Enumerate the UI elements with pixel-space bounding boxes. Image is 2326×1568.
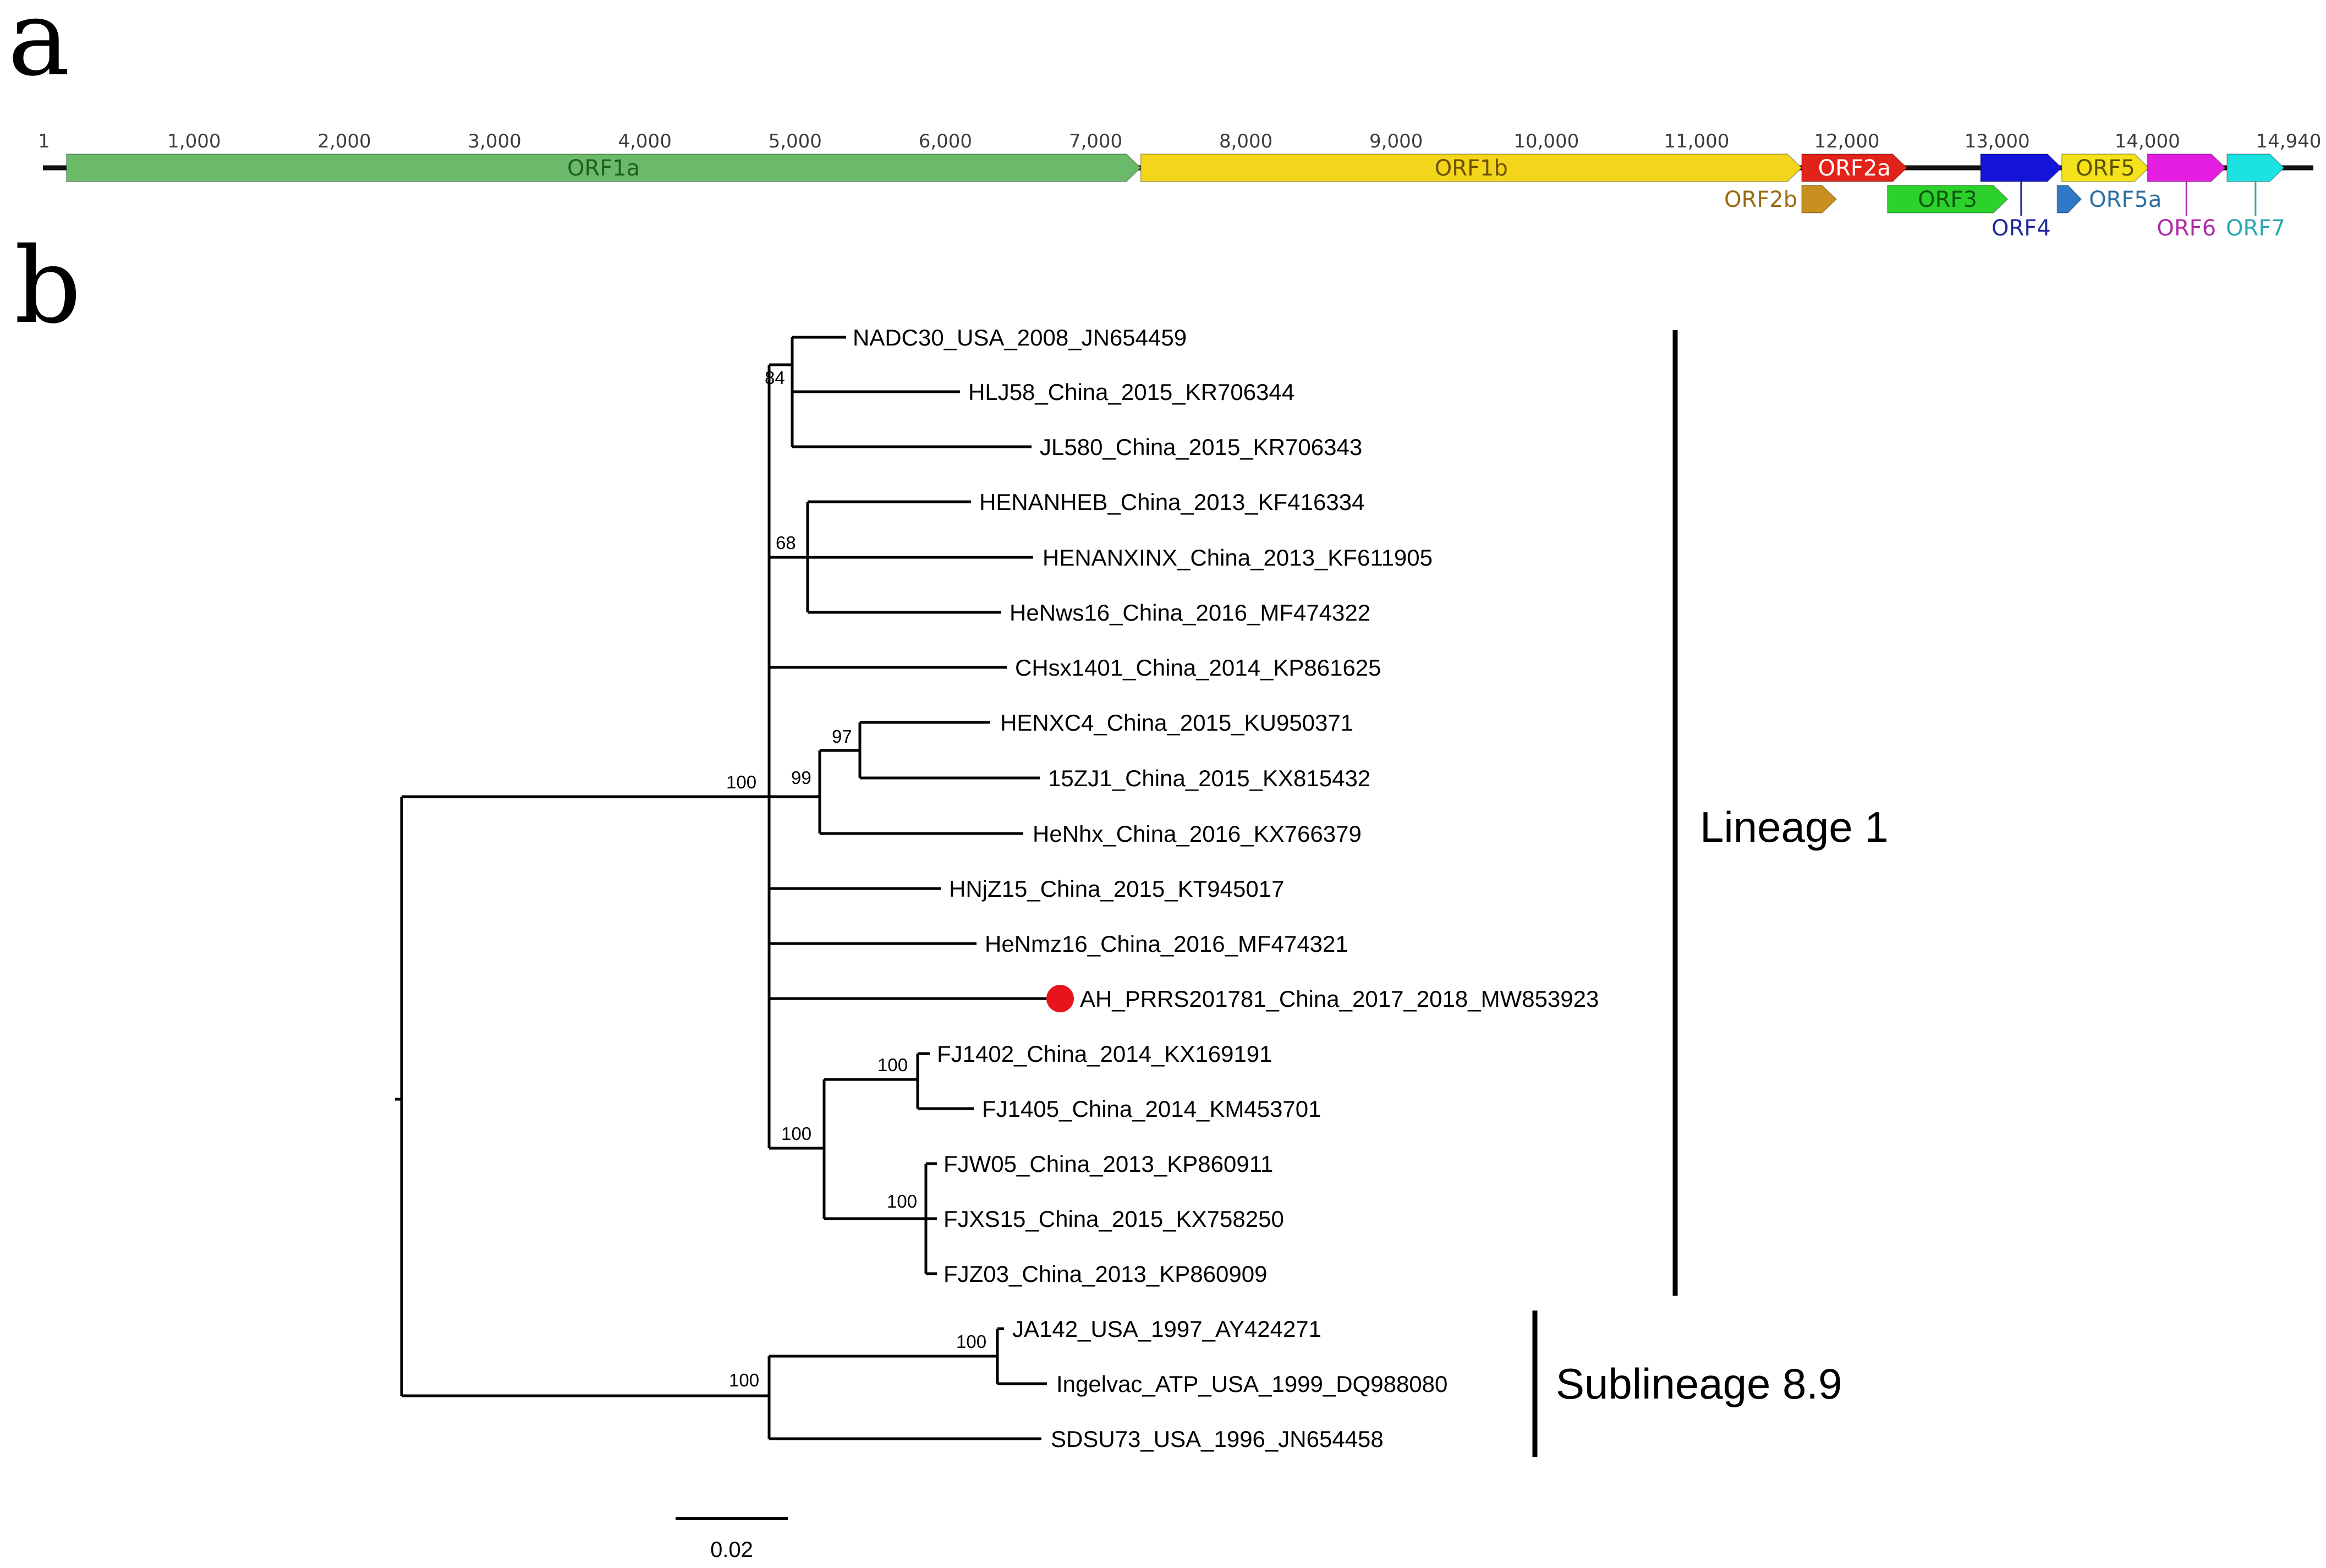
orf-label: ORF5 <box>2076 156 2135 181</box>
bootstrap-value: 99 <box>791 767 811 788</box>
ruler-tick-label: 13,000 <box>1965 130 2030 152</box>
orf-labels: ORF1a ORF1b ORF2a ORF2b ORF3 ORF4 ORF5 ORF5a ORF… <box>567 156 2285 241</box>
ruler-tick-label: 5,000 <box>769 130 822 152</box>
ruler-tick-label: 7,000 <box>1069 130 1122 152</box>
taxon-label: NADC30_USA_2008_JN654459 <box>853 325 1187 350</box>
taxon-label: JL580_China_2015_KR706343 <box>1040 434 1362 460</box>
taxon-label: SDSU73_USA_1996_JN654458 <box>1051 1426 1384 1452</box>
orf-label: ORF1a <box>567 156 640 181</box>
taxon-label: FJZ03_China_2013_KP860909 <box>943 1261 1267 1287</box>
ruler-tick-label: 14,000 <box>2115 130 2180 152</box>
ruler-tick-label: 1,000 <box>167 130 221 152</box>
orf-arrow-orf4 <box>1980 153 2063 182</box>
taxon-label: HeNws16_China_2016_MF474322 <box>1010 600 1370 626</box>
taxon-label: HLJ58_China_2015_KR706344 <box>968 379 1294 405</box>
taxon-label: 15ZJ1_China_2015_KX815432 <box>1048 765 1370 791</box>
lineage1-label: Lineage 1 <box>1700 803 1889 851</box>
ruler-tick-label: 2,000 <box>317 130 371 152</box>
orf-arrow-orf3 <box>1886 185 2009 213</box>
bootstrap-value: 100 <box>877 1055 908 1075</box>
ruler-start-label: 1 <box>38 130 50 152</box>
ruler-tick-label: 11,000 <box>1664 130 1729 152</box>
orf-label: ORF1b <box>1435 156 1508 181</box>
taxon-label: HNjZ15_China_2015_KT945017 <box>949 876 1284 902</box>
panel-label-b: b <box>14 225 81 347</box>
orf-arrow-orf1a <box>65 153 1142 182</box>
orf-label: ORF3 <box>1918 187 1977 212</box>
ruler-tick-label: 14,940 <box>2256 130 2322 152</box>
genome-map: 1 1,000 2,000 3,000 4,000 5,000 6,000 7,000 8,0… <box>38 130 2321 241</box>
taxon-label: HeNhx_China_2016_KX766379 <box>1033 821 1362 847</box>
orf-label: ORF2b <box>1724 187 1797 212</box>
orf-arrow-orf7 <box>2226 153 2285 182</box>
orf-arrows <box>65 153 2285 213</box>
taxon-label: HENANXINX_China_2013_KF611905 <box>1043 545 1433 571</box>
highlighted-taxon-label: AH_PRRS201781_China_2017_2018_MW853923 <box>1080 986 1599 1012</box>
taxon-label: FJ1405_China_2014_KM453701 <box>982 1096 1321 1122</box>
orf-label: ORF2a <box>1818 156 1891 181</box>
taxon-label: FJW05_China_2013_KP860911 <box>943 1151 1273 1177</box>
ruler-ticks: 1,000 2,000 3,000 4,000 5,000 6,000 7,000 8,000… <box>167 130 2321 152</box>
orf-arrow-orf5 <box>2061 153 2150 182</box>
ruler-tick-label: 8,000 <box>1219 130 1272 152</box>
orf-label: ORF4 <box>1992 216 2051 241</box>
orf-arrow-orf2b <box>1801 185 1837 213</box>
taxon-label: CHsx1401_China_2014_KP861625 <box>1015 655 1381 681</box>
orf-arrow-orf6 <box>2147 153 2226 182</box>
scale-bar-label: 0.02 <box>710 1538 753 1562</box>
orf-arrow-orf2a <box>1801 153 1908 182</box>
orf-label: ORF6 <box>2157 216 2216 241</box>
taxon-label: JA142_USA_1997_AY424271 <box>1012 1316 1321 1342</box>
ruler-tick-label: 9,000 <box>1369 130 1423 152</box>
bootstrap-value: 100 <box>956 1331 986 1352</box>
taxon-label: HeNmz16_China_2016_MF474321 <box>985 931 1348 957</box>
phylogenetic-tree: NADC30_USA_2008_JN654459 HLJ58_China_201… <box>395 325 1889 1562</box>
orf-arrow-orf1b <box>1140 153 1803 182</box>
bootstrap-value: 100 <box>729 1370 759 1390</box>
ruler-tick-label: 4,000 <box>618 130 671 152</box>
taxon-label: HENXC4_China_2015_KU950371 <box>1000 710 1353 736</box>
ruler-tick-label: 3,000 <box>468 130 521 152</box>
bootstrap-value: 100 <box>726 772 756 792</box>
sublineage89-label: Sublineage 8.9 <box>1556 1359 1842 1408</box>
bootstrap-value: 84 <box>765 368 785 388</box>
ruler-tick-label: 6,000 <box>919 130 972 152</box>
taxon-label: Ingelvac_ATP_USA_1999_DQ988080 <box>1056 1371 1447 1397</box>
taxon-label: FJXS15_China_2015_KX758250 <box>943 1206 1284 1232</box>
ruler-tick-label: 12,000 <box>1814 130 1880 152</box>
ruler-tick-label: 10,000 <box>1513 130 1579 152</box>
highlight-marker <box>1046 985 1074 1012</box>
orf-label: ORF7 <box>2226 216 2285 241</box>
bootstrap-value: 100 <box>781 1123 811 1144</box>
orf-label: ORF5a <box>2089 187 2162 212</box>
panel-label-a: a <box>8 0 70 99</box>
bootstrap-value: 97 <box>832 726 852 747</box>
taxon-label: FJ1402_China_2014_KX169191 <box>937 1041 1272 1067</box>
bootstrap-value: 68 <box>776 533 796 553</box>
taxon-label: HENANHEB_China_2013_KF416334 <box>979 489 1364 515</box>
orf-arrow-orf5a <box>2056 185 2082 213</box>
bootstrap-value: 100 <box>887 1191 917 1211</box>
